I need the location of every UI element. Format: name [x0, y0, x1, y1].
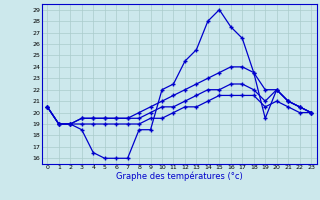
X-axis label: Graphe des températures (°c): Graphe des températures (°c) [116, 172, 243, 181]
